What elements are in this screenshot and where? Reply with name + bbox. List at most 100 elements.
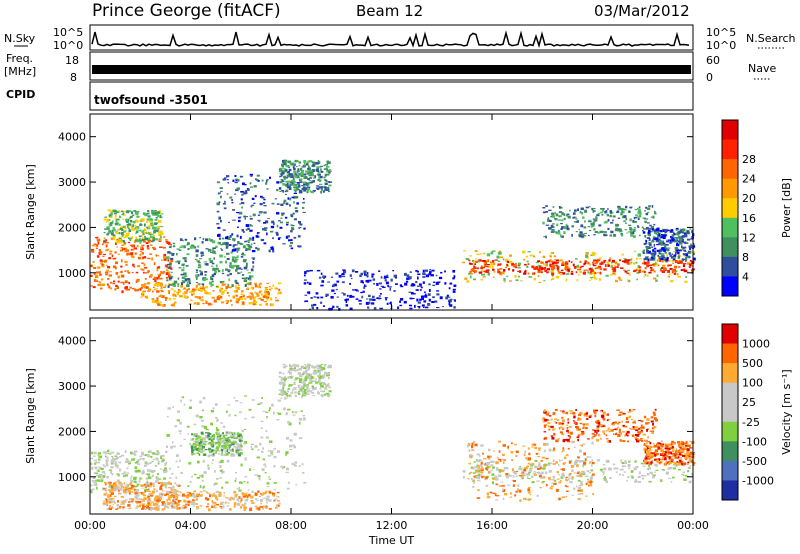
power-cell <box>323 164 326 167</box>
power-cell <box>629 226 632 229</box>
velocity-cell <box>142 471 145 474</box>
velocity-cell <box>212 495 215 497</box>
velocity-cell <box>513 471 517 473</box>
velocity-cell <box>492 478 496 480</box>
velocity-cell <box>556 478 560 480</box>
velocity-cell <box>486 495 491 499</box>
velocity-cell <box>512 470 515 473</box>
velocity-cell <box>262 458 266 461</box>
power-cell <box>286 182 289 186</box>
power-cell <box>257 214 261 216</box>
velocity-cell <box>195 414 199 418</box>
power-cell <box>118 240 123 244</box>
power-cell <box>228 278 230 282</box>
velocity-cell <box>97 469 100 472</box>
power-cell <box>157 220 162 223</box>
velocity-cell <box>577 489 581 492</box>
power-cell <box>653 247 657 250</box>
freq-tick-bottom: 8 <box>70 71 77 84</box>
velocity-cell <box>186 491 189 494</box>
power-cell <box>466 280 470 283</box>
power-cell <box>302 181 307 185</box>
velocity-cell <box>286 377 291 379</box>
velocity-cell <box>262 464 266 466</box>
velocity-cell <box>298 437 303 440</box>
power-cell <box>324 164 328 166</box>
velocity-cell <box>265 507 268 509</box>
power-cell <box>197 289 201 291</box>
power-cell <box>576 279 579 282</box>
power-cell <box>112 235 116 239</box>
velocity-cell <box>111 498 115 500</box>
power-cell <box>663 257 666 259</box>
velocity-cell <box>100 480 104 483</box>
power-cell <box>581 233 585 236</box>
station-title: Prince George (fitACF) <box>92 1 281 21</box>
power-cell <box>246 269 249 271</box>
velocity-cell <box>476 453 480 456</box>
power-colorbar-tick: 28 <box>742 153 756 166</box>
power-cell <box>606 261 609 263</box>
power-cell <box>242 259 247 262</box>
power-cell <box>162 271 166 273</box>
power-cell <box>664 228 668 232</box>
power-cell <box>272 237 274 240</box>
velocity-cell <box>220 502 223 505</box>
power-cell <box>157 303 161 306</box>
power-cell <box>563 227 567 229</box>
power-cell <box>160 304 164 307</box>
power-cell <box>281 212 285 215</box>
power-cell <box>108 225 112 227</box>
power-cell <box>638 258 642 260</box>
velocity-cell <box>149 491 152 493</box>
velocity-cell <box>293 432 297 436</box>
velocity-cell <box>214 403 218 406</box>
power-cell <box>478 259 482 261</box>
power-cell <box>555 264 557 266</box>
power-cell <box>106 269 109 272</box>
power-cell <box>229 272 232 276</box>
velocity-cell <box>277 500 280 502</box>
velocity-cell <box>562 468 565 471</box>
power-cell <box>292 212 295 215</box>
power-cell <box>650 216 654 218</box>
power-cell <box>236 301 239 304</box>
velocity-cell <box>278 504 280 507</box>
velocity-cell <box>609 467 612 471</box>
velocity-cell <box>311 391 315 394</box>
velocity-cell <box>580 483 584 486</box>
power-cell <box>417 273 421 275</box>
power-cell <box>116 210 119 213</box>
power-cell <box>643 228 647 230</box>
velocity-cell <box>134 495 138 499</box>
power-cell <box>242 294 245 298</box>
power-cell <box>120 274 125 278</box>
velocity-cell <box>215 447 219 450</box>
power-cell <box>658 233 660 237</box>
velocity-cell <box>161 482 164 486</box>
velocity-cell <box>181 495 186 497</box>
power-cell <box>298 161 302 164</box>
velocity-cell <box>170 482 172 485</box>
power-cell <box>549 255 552 258</box>
power-cell <box>497 268 500 272</box>
velocity-cell <box>318 370 321 373</box>
velocity-cell <box>470 454 474 458</box>
power-cell <box>285 164 288 168</box>
power-cell <box>183 287 186 289</box>
nave-tick-top: 60 <box>706 54 720 67</box>
velocity-cell <box>169 504 172 506</box>
power-cell <box>153 226 157 230</box>
power-cell <box>358 299 362 302</box>
velocity-cell <box>178 430 182 432</box>
power-cell <box>671 231 675 233</box>
power-cell <box>222 280 225 283</box>
velocity-cell <box>195 441 199 444</box>
power-cell <box>226 258 230 260</box>
power-cell <box>266 188 269 190</box>
power-cell <box>287 171 290 174</box>
velocity-cell <box>133 458 136 461</box>
power-cell <box>242 182 245 186</box>
power-cell <box>253 202 256 204</box>
velocity-cell <box>236 498 240 501</box>
